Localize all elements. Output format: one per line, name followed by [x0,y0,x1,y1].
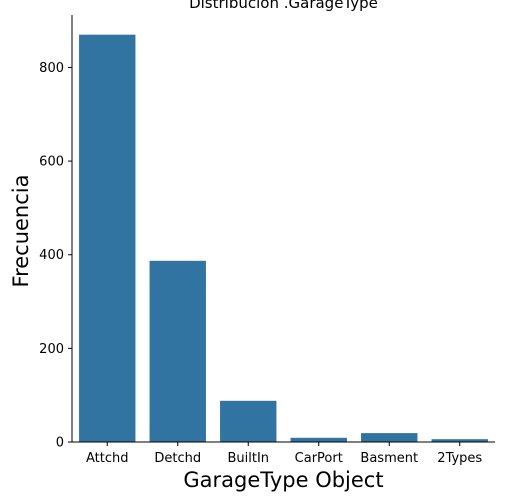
x-tick-label: Detchd [154,451,201,466]
y-axis-ticks: 0 200 400 600 800 [39,61,72,451]
x-axis-label: GarageType Object [183,468,383,492]
y-tick-label: 600 [39,155,64,170]
x-tick-label: BuiltIn [227,451,269,466]
bar-attchd [79,34,136,442]
x-tick-label: 2Types [437,451,482,466]
y-tick-label: 200 [39,342,64,357]
bar-builtin [220,400,277,442]
y-tick-label: 0 [56,436,64,451]
x-tick-label: Basment [360,451,418,466]
y-tick-label: 400 [39,248,64,263]
bar-carport [290,437,347,442]
y-axis-label: Frecuencia [9,175,33,288]
x-axis-ticks: Attchd Detchd BuiltIn CarPort Basment 2Types [86,442,482,466]
chart-title: Distribución .GarageType [189,0,378,12]
bar-2types [431,439,488,442]
bar-detchd [149,260,206,442]
y-tick-label: 800 [39,61,64,76]
bar-basment [361,433,418,442]
bars-group [79,34,488,442]
x-tick-label: Attchd [86,451,129,466]
x-tick-label: CarPort [295,451,343,466]
